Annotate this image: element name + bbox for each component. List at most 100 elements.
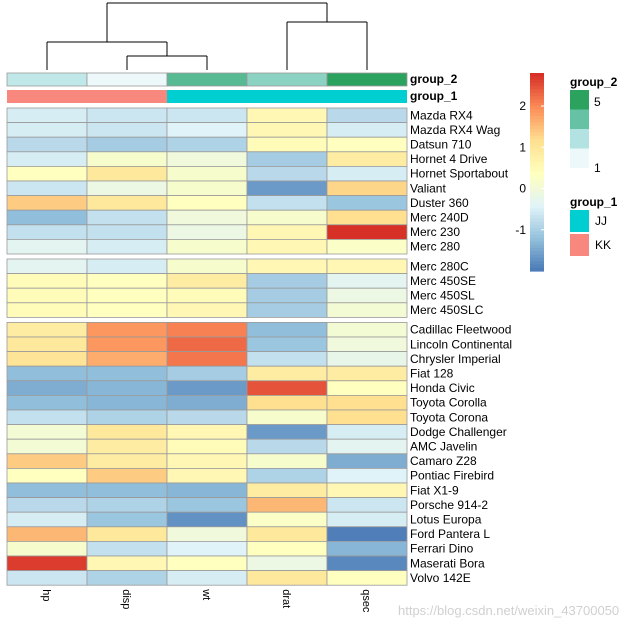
heatmap-cell <box>6 302 88 318</box>
heatmap-cell <box>166 453 248 469</box>
colorbar-segment <box>530 148 544 153</box>
heatmap-cell <box>326 136 408 153</box>
heatmap-cell <box>86 438 168 455</box>
heatmap-cell <box>326 526 408 542</box>
heatmap-cell <box>326 424 408 440</box>
colorbar-segment <box>530 119 544 124</box>
group-1-legend-swatch <box>570 210 589 232</box>
row-label: Cadillac Fleetwood <box>410 323 511 337</box>
colorbar-segment <box>530 158 544 163</box>
heatmap-cell <box>246 555 328 572</box>
heatmap-cell <box>326 482 408 499</box>
heatmap-cell <box>6 136 88 153</box>
legends: -1 0 1 2 group_2 5 1 group_1 JJ KK <box>515 73 618 272</box>
colorbar-segment <box>530 162 544 166</box>
heatmap-cell <box>86 273 168 289</box>
heatmap-cell <box>6 409 88 426</box>
group-1-legend-swatch <box>570 234 589 256</box>
colorbar-segment <box>530 96 544 100</box>
heatmap-cell <box>246 302 328 318</box>
colorbar-segment <box>530 175 544 180</box>
row-label: Hornet 4 Drive <box>410 152 488 166</box>
colorbar-segment <box>530 99 544 104</box>
row-label: Merc 280C <box>410 259 469 273</box>
heatmap-cell <box>6 351 88 367</box>
heatmap-cell <box>326 302 408 318</box>
group-2-cell <box>246 72 328 87</box>
heatmap-cell <box>246 336 328 353</box>
heatmap-cell <box>246 511 328 528</box>
heatmap-cell <box>6 238 88 255</box>
group-2-label: group_2 <box>410 72 458 86</box>
row-label: Porsche 914-2 <box>410 498 488 512</box>
heatmap-cell <box>6 273 88 289</box>
heatmap-cell <box>326 122 408 138</box>
heatmap-cell <box>6 424 88 440</box>
heatmap-cell <box>6 258 88 275</box>
heatmap-cell <box>246 122 328 138</box>
colorbar-segment <box>530 82 544 87</box>
heatmap-cell <box>326 380 408 396</box>
heatmap-cell <box>166 555 248 572</box>
heatmap-cell <box>166 380 248 396</box>
heatmap-cell <box>246 380 328 396</box>
group-2-cell <box>326 72 408 87</box>
heatmap-cell <box>246 151 328 167</box>
heatmap-cell <box>326 541 408 557</box>
heatmap-cell <box>246 497 328 513</box>
row-label: Maserati Bora <box>410 556 485 570</box>
column-label: disp <box>120 589 132 609</box>
column-labels: hp disp wt drat qsec <box>40 588 372 613</box>
heatmap-cell <box>166 287 248 304</box>
heatmap-cell <box>246 438 328 455</box>
heatmap-cell <box>6 541 88 557</box>
colorbar-segment <box>530 92 544 97</box>
row-label: Merc 450SLC <box>410 303 484 317</box>
heatmap-cell <box>326 151 408 167</box>
row-label: Datsun 710 <box>410 138 472 152</box>
heatmap-cell <box>6 570 88 586</box>
colorbar-segment <box>530 172 544 176</box>
heatmap-cell <box>86 511 168 528</box>
heatmap-cell <box>326 107 408 124</box>
colorbar-segment <box>530 241 544 246</box>
heatmap-cell <box>86 287 168 304</box>
colorbar-segment <box>530 132 544 137</box>
colorbar-segment <box>530 198 544 203</box>
colorbar-segment <box>530 73 544 77</box>
heatmap-cell <box>246 107 328 124</box>
colorbar-segment <box>530 129 544 133</box>
group-1-cell <box>167 90 247 103</box>
heatmap-cell <box>166 351 248 367</box>
colorbar-segment <box>530 122 544 127</box>
heatmap-cell <box>86 195 168 211</box>
colorbar-segment <box>530 191 544 196</box>
column-label: hp <box>40 589 52 601</box>
heatmap-cell <box>166 482 248 499</box>
row-label: Fiat 128 <box>410 367 454 381</box>
row-label: Lincoln Continental <box>410 337 512 351</box>
colorbar-segment <box>530 205 544 209</box>
heatmap-cell <box>6 482 88 499</box>
heatmap-cell <box>86 180 168 197</box>
heatmap-cell <box>326 438 408 455</box>
colorbar-segment <box>530 195 544 199</box>
heatmap-cell <box>326 453 408 469</box>
heatmap-cell <box>246 570 328 586</box>
heatmap-cell <box>326 351 408 367</box>
colorbar-segment <box>530 247 544 252</box>
colorbar-segment <box>530 89 544 94</box>
heatmap-cell <box>166 209 248 226</box>
colorbar-segment <box>530 267 544 272</box>
heatmap-cell <box>6 497 88 513</box>
heatmap-cell <box>166 195 248 211</box>
colorbar-segment <box>530 214 544 219</box>
heatmap-cell <box>246 526 328 542</box>
colorbar-segment <box>530 165 544 170</box>
colorbar-segment <box>530 112 544 117</box>
heatmap-cell <box>6 195 88 211</box>
colorbar-segment <box>530 201 544 206</box>
heatmap-cell <box>86 336 168 353</box>
colorbar-segment <box>530 115 544 120</box>
colorbar-segment <box>530 125 544 130</box>
